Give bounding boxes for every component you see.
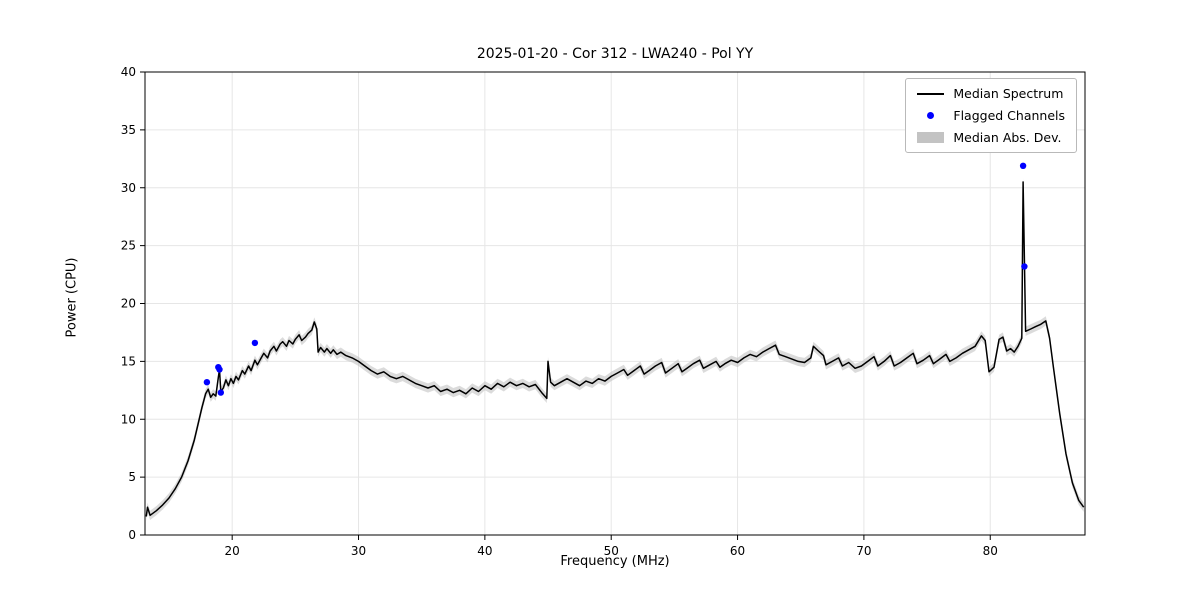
legend-item-flagged-channels: Flagged Channels xyxy=(917,108,1065,123)
flagged-channel-dot xyxy=(216,366,223,373)
y-tick-label: 35 xyxy=(121,123,136,137)
y-tick-label: 30 xyxy=(121,181,136,195)
y-tick-label: 0 xyxy=(128,528,136,542)
y-tick-label: 20 xyxy=(121,297,136,311)
flagged-channel-dot xyxy=(203,379,211,386)
legend: Median Spectrum Flagged Channels Median … xyxy=(905,78,1077,153)
x-tick-label: 60 xyxy=(730,544,745,558)
y-tick-label: 25 xyxy=(121,239,136,253)
x-tick-label: 70 xyxy=(856,544,871,558)
flagged-channel-dot xyxy=(251,339,259,347)
median-spectrum-line-swatch xyxy=(917,92,945,95)
chart-title: 2025-01-20 - Cor 312 - LWA240 - Pol YY xyxy=(476,46,754,62)
x-tick-label: 30 xyxy=(351,544,366,558)
flagged-channels-dot-swatch xyxy=(917,112,944,119)
legend-item-median-abs-dev: Median Abs. Dev. xyxy=(917,130,1065,145)
flagged-channel-dot xyxy=(1021,263,1028,270)
x-tick-label: 50 xyxy=(604,544,619,558)
median-abs-dev-band-swatch xyxy=(917,132,945,143)
median-abs-dev-band xyxy=(146,177,1084,522)
legend-label-median-spectrum: Median Spectrum xyxy=(953,86,1064,101)
y-tick-label: 10 xyxy=(121,412,136,426)
legend-label-median-abs-dev: Median Abs. Dev. xyxy=(953,130,1062,145)
x-tick-label: 40 xyxy=(477,544,492,558)
x-axis-label: Frequency (MHz) xyxy=(560,554,670,569)
flagged-channel-dot xyxy=(217,389,224,396)
flagged-channel-dot xyxy=(1019,162,1027,169)
x-tick-label: 20 xyxy=(225,544,240,558)
y-axis-label: Power (CPU) xyxy=(64,257,80,338)
legend-label-flagged-channels: Flagged Channels xyxy=(953,108,1065,123)
y-tick-label: 40 xyxy=(121,65,136,79)
y-tick-label: 15 xyxy=(121,354,136,368)
axes-spine xyxy=(144,71,1086,536)
y-tick-label: 5 xyxy=(128,470,136,484)
median-spectrum-line xyxy=(145,181,1085,517)
x-tick-label: 80 xyxy=(983,544,998,558)
legend-item-median-spectrum: Median Spectrum xyxy=(917,86,1065,101)
